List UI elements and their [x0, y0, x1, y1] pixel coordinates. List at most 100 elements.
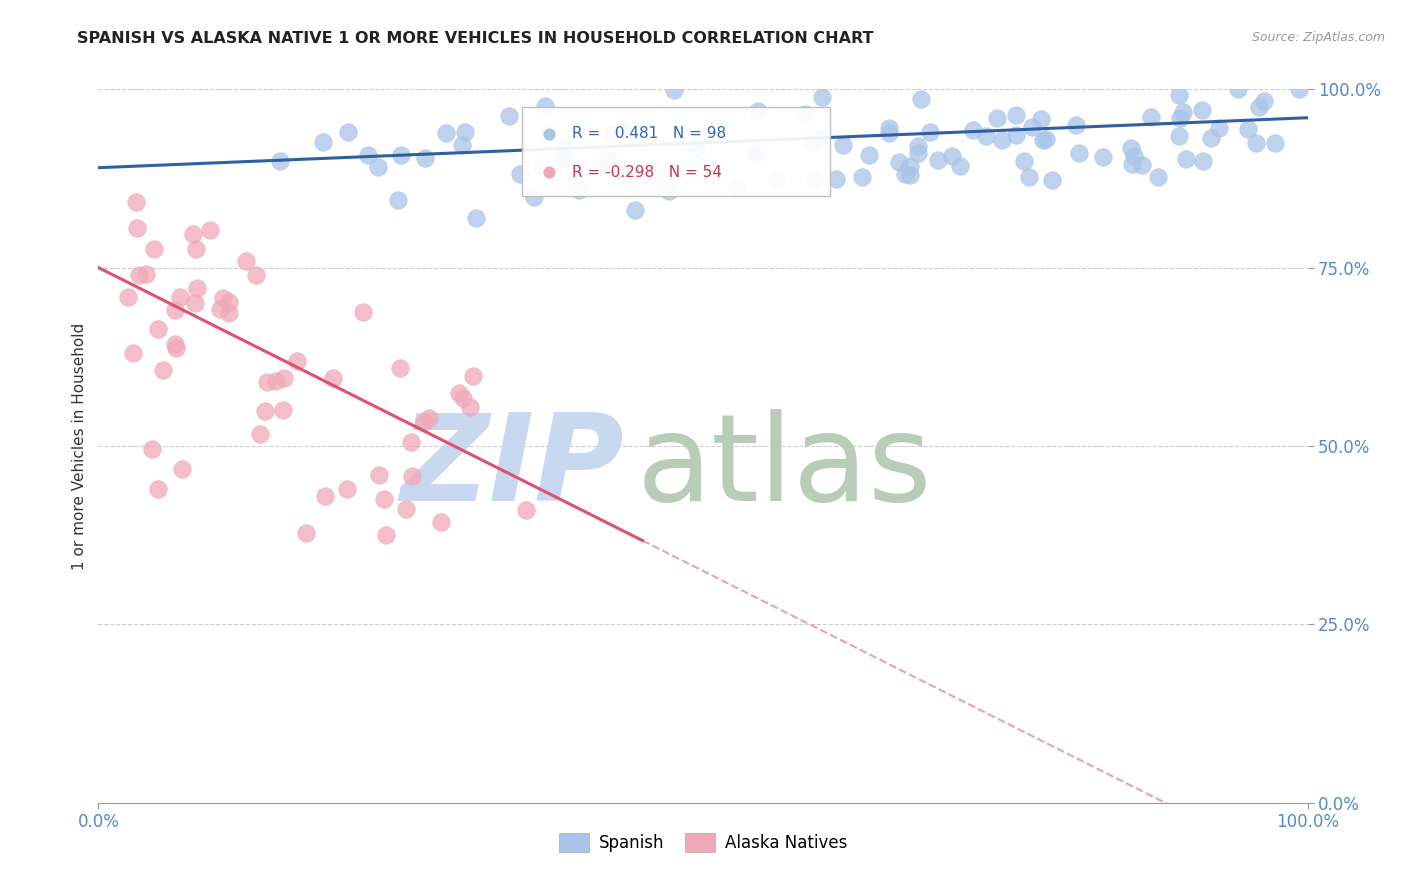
Point: [458, 400, 481, 414]
Point: [322, 370, 344, 384]
Point: [596, 159, 619, 173]
Point: [1121, 157, 1143, 171]
Text: Source: ZipAtlas.com: Source: ZipAtlas.com: [1251, 31, 1385, 45]
Point: [509, 167, 531, 181]
Point: [1244, 136, 1267, 151]
Point: [464, 211, 486, 225]
Point: [253, 404, 276, 418]
Point: [451, 392, 474, 406]
Point: [907, 139, 929, 153]
Point: [128, 268, 150, 282]
Point: [612, 121, 634, 136]
Point: [186, 242, 208, 256]
Point: [314, 489, 336, 503]
Point: [413, 415, 436, 429]
Point: [1140, 110, 1163, 124]
Point: [624, 202, 647, 217]
Point: [658, 184, 681, 198]
FancyBboxPatch shape: [522, 107, 830, 196]
Point: [1122, 149, 1144, 163]
Point: [538, 165, 561, 179]
Point: [1253, 95, 1275, 109]
Point: [1012, 154, 1035, 169]
Point: [568, 183, 591, 197]
Point: [1146, 170, 1168, 185]
Point: [1029, 112, 1052, 126]
Point: [418, 411, 440, 425]
Point: [1035, 131, 1057, 145]
Point: [900, 160, 922, 174]
Point: [858, 147, 880, 161]
Point: [1067, 145, 1090, 160]
Point: [434, 127, 457, 141]
Point: [1167, 129, 1189, 144]
Point: [986, 111, 1008, 125]
Point: [169, 290, 191, 304]
Point: [198, 223, 221, 237]
Point: [1018, 169, 1040, 184]
Point: [654, 167, 676, 181]
Point: [373, 491, 395, 506]
Point: [893, 167, 915, 181]
Point: [117, 290, 139, 304]
Y-axis label: 1 or more Vehicles in Household: 1 or more Vehicles in Household: [72, 322, 87, 570]
Point: [596, 147, 619, 161]
Point: [976, 128, 998, 143]
Point: [877, 121, 900, 136]
Point: [367, 161, 389, 175]
Point: [1005, 108, 1028, 122]
Point: [1040, 173, 1063, 187]
Point: [401, 469, 423, 483]
Point: [218, 295, 240, 310]
Point: [685, 141, 707, 155]
Point: [186, 280, 208, 294]
Point: [285, 353, 308, 368]
Point: [312, 135, 335, 149]
Point: [664, 83, 686, 97]
Point: [399, 435, 422, 450]
Point: [531, 159, 554, 173]
Point: [801, 136, 824, 151]
Point: [600, 127, 623, 141]
Point: [538, 127, 561, 141]
Point: [825, 172, 848, 186]
Point: [1168, 111, 1191, 125]
Point: [1191, 103, 1213, 117]
Point: [877, 126, 900, 140]
Point: [1226, 82, 1249, 96]
Point: [172, 462, 194, 476]
Point: [747, 146, 769, 161]
Text: atlas: atlas: [637, 409, 932, 526]
Point: [430, 515, 453, 529]
Point: [910, 92, 932, 106]
Point: [395, 502, 418, 516]
Point: [184, 296, 207, 310]
Point: [1175, 152, 1198, 166]
Point: [537, 124, 560, 138]
Point: [811, 90, 834, 104]
Point: [962, 123, 984, 137]
Point: [135, 268, 157, 282]
Point: [249, 427, 271, 442]
Point: [368, 467, 391, 482]
Point: [235, 253, 257, 268]
Point: [146, 322, 169, 336]
Point: [447, 386, 470, 401]
Point: [450, 137, 472, 152]
Point: [1192, 153, 1215, 168]
Point: [1264, 136, 1286, 150]
Point: [181, 227, 204, 241]
Point: [461, 369, 484, 384]
Point: [1171, 104, 1194, 119]
Point: [264, 374, 287, 388]
Point: [389, 148, 412, 162]
Point: [794, 107, 817, 121]
Point: [336, 482, 359, 496]
Point: [831, 137, 853, 152]
Point: [352, 304, 374, 318]
Point: [553, 149, 575, 163]
Point: [454, 125, 477, 139]
Point: [1236, 122, 1258, 136]
Text: R =   0.481   N = 98: R = 0.481 N = 98: [572, 126, 727, 141]
Point: [851, 170, 873, 185]
